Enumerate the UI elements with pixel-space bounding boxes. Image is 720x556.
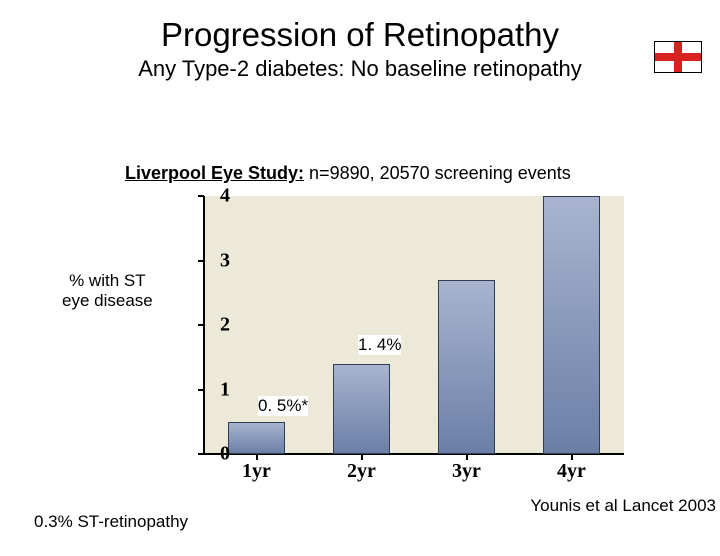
chart-annotation: 0. 5%* — [258, 396, 308, 416]
chart-annotation: 1. 4% — [358, 335, 401, 355]
y-tick-label: 2 — [210, 314, 230, 337]
study-line: Liverpool Eye Study: n=9890, 20570 scree… — [125, 163, 571, 184]
bar-chart: 1yr 2yr 3yr 4yr 0 1 2 3 4 — [170, 188, 640, 498]
england-flag — [654, 41, 702, 73]
flag-cross-v — [674, 42, 682, 72]
page-title: Progression of Retinopathy — [0, 16, 720, 54]
citation: Younis et al Lancet 2003 — [530, 496, 716, 516]
ylabel-line1: % with ST — [69, 271, 146, 290]
x-tick-label: 2yr — [332, 460, 392, 483]
y-tick-label: 0 — [210, 443, 230, 466]
page-subtitle: Any Type-2 diabetes: No baseline retinop… — [0, 56, 720, 82]
x-ticks: 1yr 2yr 3yr 4yr — [204, 454, 624, 484]
footnote: 0.3% ST-retinopathy — [34, 512, 188, 532]
y-tick-label: 1 — [210, 378, 230, 401]
x-tick-label: 1yr — [227, 460, 287, 483]
study-label: Liverpool Eye Study: — [125, 163, 304, 183]
y-axis-label: % with ST eye disease — [62, 271, 153, 312]
y-tick-label: 4 — [210, 185, 230, 208]
study-rest: n=9890, 20570 screening events — [304, 163, 571, 183]
ylabel-line2: eye disease — [62, 291, 153, 310]
y-tick-label: 3 — [210, 249, 230, 272]
x-tick-label: 3yr — [437, 460, 497, 483]
x-tick-label: 4yr — [542, 460, 602, 483]
